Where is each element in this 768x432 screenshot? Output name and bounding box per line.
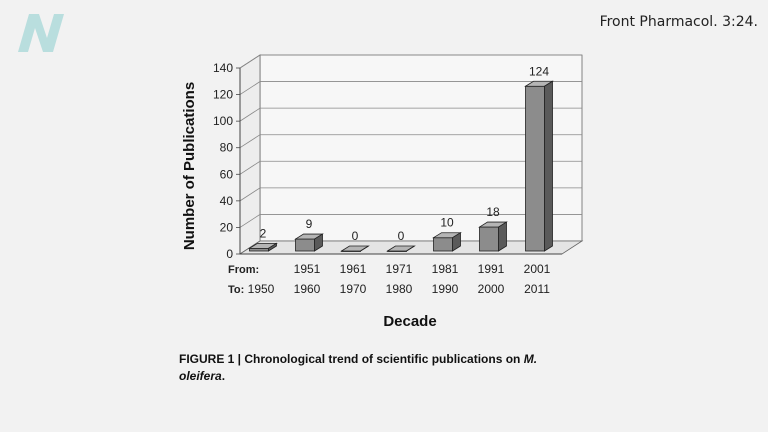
- x-tick-label-to: 1990: [432, 282, 459, 296]
- y-tick-label: 140: [213, 61, 233, 75]
- y-tick-label: 100: [213, 114, 233, 128]
- y-tick-label: 80: [220, 141, 234, 155]
- caption-suffix: .: [221, 369, 226, 383]
- caption-prefix: FIGURE 1 | Chronological trend of scient…: [179, 352, 524, 366]
- data-label: 18: [486, 205, 500, 219]
- bar: [525, 85, 545, 252]
- to-row-label: To:: [228, 284, 244, 296]
- x-tick-label-from: 1961: [340, 262, 367, 276]
- bar-side: [498, 221, 507, 252]
- bar-side: [452, 231, 461, 252]
- gridline: [239, 187, 582, 202]
- bar-side: [544, 80, 553, 252]
- gridline: [239, 160, 582, 175]
- x-tick-label-from: 2001: [524, 262, 551, 276]
- x-tick-label-to: 2011: [524, 282, 550, 296]
- bar-side: [314, 233, 323, 252]
- n-logo-icon: [18, 14, 64, 52]
- bar-side: [360, 245, 369, 252]
- caption-species-2: oleifera: [179, 369, 222, 383]
- bar: [479, 226, 499, 252]
- figure-caption: FIGURE 1 | Chronological trend of scient…: [179, 351, 559, 385]
- x-tick-label-to: 1960: [294, 282, 321, 296]
- y-tick-label: 20: [220, 220, 234, 234]
- x-tick-label-to: 1980: [386, 282, 413, 296]
- y-tick-label: 120: [213, 88, 233, 102]
- gridline: [239, 107, 582, 122]
- gridline: [239, 54, 582, 69]
- side-wall: [239, 54, 261, 255]
- x-tick-label-from: 1981: [432, 262, 459, 276]
- caption-species-1: M.: [523, 352, 538, 366]
- y-tick-label: 40: [220, 194, 234, 208]
- data-label: 0: [398, 229, 405, 243]
- data-label: 2: [260, 226, 267, 240]
- x-tick-label-from: 1971: [386, 262, 413, 276]
- data-label: 9: [306, 217, 313, 231]
- y-tick-label: 60: [220, 167, 234, 181]
- data-label: 0: [352, 229, 359, 243]
- gridline: [239, 81, 582, 95]
- bar-side: [268, 242, 277, 252]
- gridline: [239, 214, 582, 228]
- from-row-label: From:: [228, 264, 259, 276]
- bar-side: [406, 245, 415, 252]
- data-label: 124: [529, 64, 549, 78]
- y-tick-label: 0: [226, 247, 233, 261]
- x-tick-label-from: 1951: [294, 262, 321, 276]
- x-tick-label-to: 1950: [248, 282, 275, 296]
- y-axis-title: Number of Publications: [181, 82, 198, 250]
- citation: Front Pharmacol. 3:24.: [599, 14, 758, 30]
- bar: [295, 238, 315, 252]
- x-tick-label-to: 1970: [340, 282, 367, 296]
- x-tick-label-from: 1991: [478, 262, 505, 276]
- x-tick-label-to: 2000: [478, 282, 505, 296]
- x-axis-title: Decade: [383, 313, 436, 330]
- gridline: [239, 134, 582, 149]
- bar: [433, 237, 453, 252]
- data-label: 10: [440, 216, 454, 230]
